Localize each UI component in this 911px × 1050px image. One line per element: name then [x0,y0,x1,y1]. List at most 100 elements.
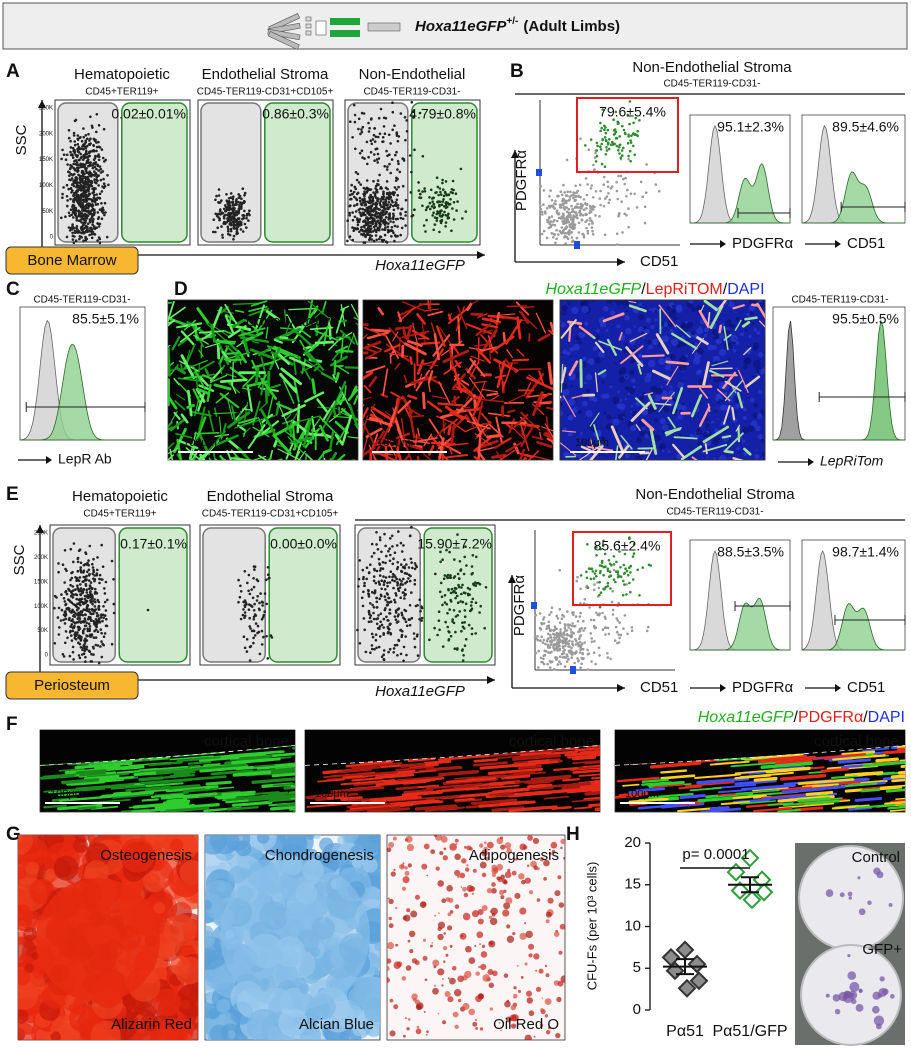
event-dot [587,567,591,570]
event-dot [91,166,95,170]
event-dot [87,596,91,599]
event-dot [102,177,105,181]
event-dot [359,132,362,136]
texture-stroke [441,442,469,447]
event-dot [375,622,379,626]
histogram-plot [772,306,906,441]
micrograph-texture [40,730,295,812]
event-dot [550,606,554,609]
gate-marker [574,241,580,249]
event-dot [371,603,374,607]
event-dot [558,203,562,206]
texture-blob [703,334,708,338]
event-dot [635,206,639,209]
event-dot [396,234,399,238]
texture-stroke [213,383,232,391]
event-dot [625,195,628,198]
event-dot [629,564,633,568]
texture-stroke [278,404,290,428]
event-dot [617,540,621,544]
event-dot [85,606,89,609]
event-dot [600,126,603,130]
event-dot [76,134,80,137]
event-dot [88,625,92,628]
event-dot [604,633,607,636]
event-dot [463,644,467,647]
event-dot [87,568,91,572]
plot-subtitle: CD45-TER119-CD31- [666,507,763,518]
event-dot [603,165,607,168]
event-dot [97,661,101,665]
event-dot [71,146,75,150]
plot-title: Non-Endothelial Stroma [635,486,795,503]
event-dot [84,197,88,201]
event-dot [392,212,395,216]
event-dot [471,597,475,601]
event-dot [557,641,561,645]
texture-stroke [314,309,325,319]
event-dot [348,211,351,215]
texture-blob [615,300,623,306]
event-dot [621,124,624,128]
event-dot [566,190,569,194]
event-dot [589,618,593,622]
texture-stroke [286,412,298,431]
event-dot [628,100,632,103]
texture-stroke [201,332,212,340]
event-dot [71,154,74,157]
event-dot [428,201,432,205]
event-dot [380,587,384,591]
event-dot [226,217,229,221]
texture-stroke [403,454,410,460]
texture-blob [748,304,756,312]
texture-stroke [520,411,529,421]
texture-stroke [235,309,245,313]
event-dot [91,220,95,224]
event-dot [387,133,391,137]
event-dot [591,233,595,236]
event-dot [93,605,97,608]
event-dot [87,202,90,205]
event-dot [247,589,250,593]
event-dot [69,139,72,143]
event-dot [431,200,434,203]
texture-blob [736,446,740,451]
event-dot [562,228,566,232]
texture-stroke [231,800,273,807]
event-dot [453,589,456,593]
event-dot [447,630,450,633]
event-dot [430,205,434,208]
texture-stroke [368,416,393,427]
event-dot [369,193,373,197]
event-dot [600,142,603,146]
flow-plot [199,524,341,666]
texture-stroke [520,425,535,448]
event-dot [370,555,374,558]
texture-blob [714,409,718,413]
texture-stroke [276,402,293,411]
event-dot [408,623,412,627]
texture-stroke [279,372,298,394]
event-dot [226,225,230,229]
event-dot [373,589,377,592]
event-dot [555,210,559,214]
event-dot [78,237,81,241]
event-dot [90,212,93,216]
texture-stroke [625,346,644,368]
event-dot [223,221,226,224]
event-dot [353,204,356,207]
event-dot [629,159,632,163]
texture-stroke [197,388,209,395]
gate-percent: 89.5±4.6% [832,119,899,135]
event-dot [393,615,397,618]
axis-label: Hoxa11eGFP [375,683,465,700]
event-dot [590,640,594,644]
event-dot [621,231,624,234]
texture-stroke [658,391,675,413]
event-dot [379,567,383,570]
texture-blob [659,418,666,424]
event-dot [82,135,85,139]
event-dot [439,560,442,564]
event-dot [401,184,405,188]
event-dot [404,635,408,638]
